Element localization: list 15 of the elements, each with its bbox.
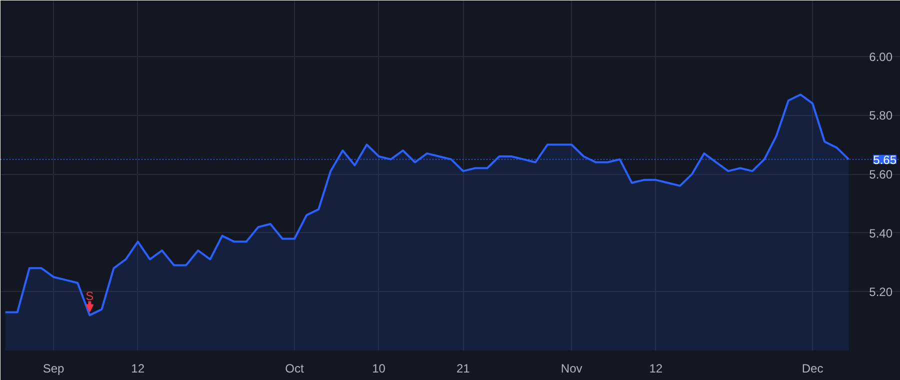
y-tick-label: 5.40 — [869, 226, 893, 240]
y-tick-label: 5.80 — [869, 108, 893, 123]
annotation: S — [86, 289, 94, 304]
y-tick-label: 5.60 — [869, 168, 893, 182]
x-tick-label: Oct — [285, 362, 304, 376]
x-tick-label: 21 — [456, 362, 470, 376]
y-tick-label: 5.20 — [869, 285, 893, 300]
y-tick-label: 6.00 — [869, 50, 893, 64]
x-tick-label: 10 — [372, 362, 386, 376]
x-tick-label: 12 — [131, 362, 145, 376]
x-tick-label: Dec — [802, 362, 824, 376]
x-tick-label: Sep — [42, 362, 65, 376]
ref-line-label: 5.65 — [873, 152, 897, 167]
x-tick-label: 12 — [649, 362, 663, 376]
x-tick-label: Nov — [560, 362, 582, 376]
